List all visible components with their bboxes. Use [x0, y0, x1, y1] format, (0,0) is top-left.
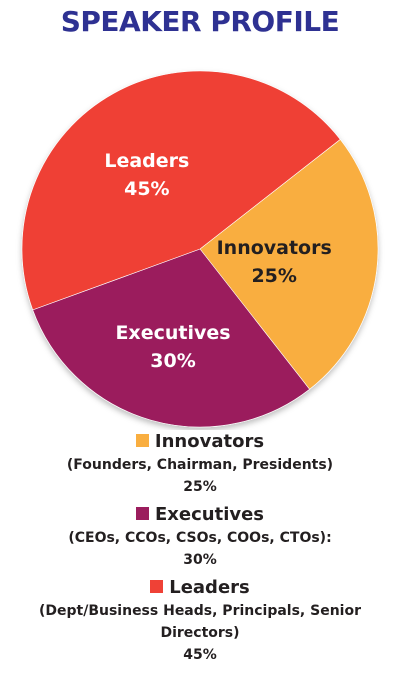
chart-title: SPEAKER PROFILE	[60, 5, 340, 38]
legend-value-executives: 30%	[183, 552, 217, 568]
slice-value-label-executives: 30%	[150, 350, 195, 372]
legend-entry-executives: Executives (CEOs, CCOs, CSOs, COOs, CTOs…	[0, 503, 400, 571]
legend-value-innovators: 25%	[183, 479, 217, 495]
legend-label-leaders: Leaders	[169, 577, 250, 598]
slice-name-label-executives: Executives	[115, 322, 230, 344]
legend-swatch-executives	[135, 507, 149, 520]
legend-swatch-leaders	[150, 580, 164, 593]
legend-value-leaders: 45%	[183, 647, 217, 663]
slice-name-label-innovators: Innovators	[217, 237, 332, 259]
legend-swatch-innovators	[135, 434, 149, 447]
pie-slice-executives	[32, 248, 311, 428]
legend-label-executives: Executives	[154, 504, 265, 525]
legend: Innovators (Founders, Chairman, Presiden…	[0, 430, 400, 671]
slice-value-label-innovators: 25%	[251, 265, 296, 287]
slice-name-label-leaders: Leaders	[104, 150, 189, 172]
legend-entry-innovators: Innovators (Founders, Chairman, Presiden…	[0, 430, 400, 498]
legend-detail-innovators: (Founders, Chairman, Presidents)	[66, 457, 334, 473]
pie-slice-innovators	[199, 138, 379, 390]
legend-label-innovators: Innovators	[154, 431, 265, 452]
legend-detail-executives: (CEOs, CCOs, CSOs, COOs, CTOs):	[68, 530, 332, 546]
legend-entry-leaders: Leaders (Dept/Business Heads, Principals…	[0, 576, 400, 666]
legend-detail-leaders: (Dept/Business Heads, Principals, Senior…	[38, 603, 361, 641]
pie-slice-leaders	[21, 70, 341, 311]
pie-chart: Innovators 25% Executives 30% Leaders 45%	[21, 70, 379, 428]
slice-value-label-leaders: 45%	[124, 178, 169, 200]
